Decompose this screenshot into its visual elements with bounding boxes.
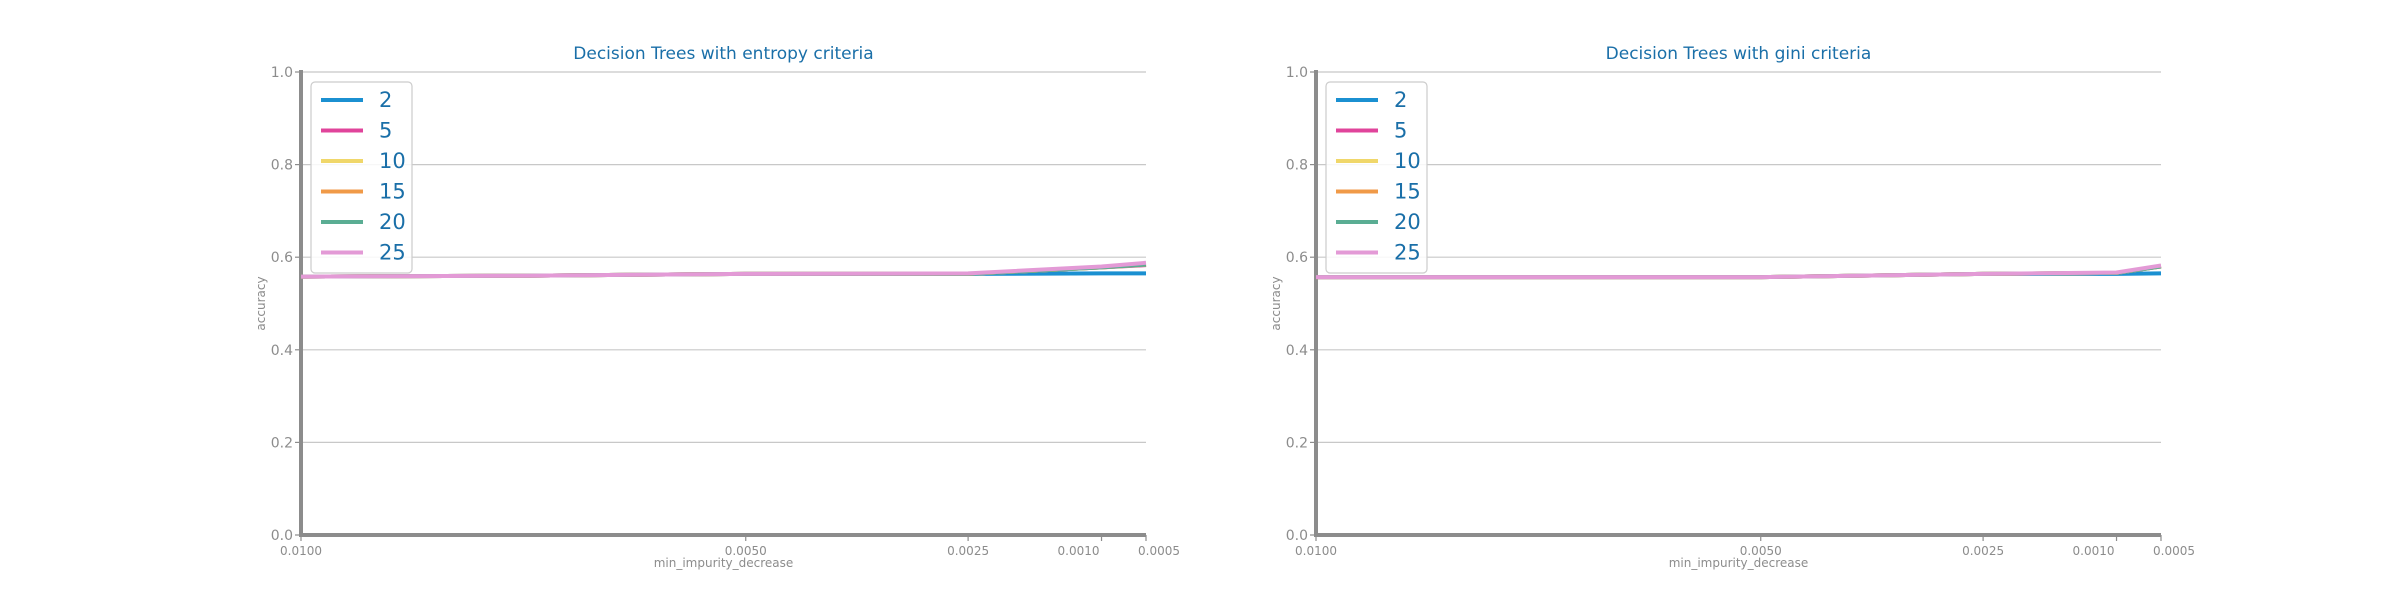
x-axis-label: min_impurity_decrease <box>654 556 794 570</box>
chart-title: Decision Trees with entropy criteria <box>573 44 873 64</box>
legend-label: 25 <box>379 241 406 265</box>
series-line-25 <box>1316 263 2162 280</box>
legend-label: 10 <box>379 149 406 173</box>
y-tick-label: 0.8 <box>271 158 293 174</box>
y-tick-label: 0.6 <box>271 250 293 266</box>
legend-label: 2 <box>1394 88 1407 112</box>
x-tick-label: 0.0010 <box>1058 544 1100 558</box>
legend-label: 15 <box>379 180 406 204</box>
legend-label: 5 <box>379 119 392 143</box>
legend-label: 25 <box>1394 241 1421 265</box>
x-tick-label: 0.0005 <box>2153 544 2195 558</box>
y-axis-label: accuracy <box>1269 276 1283 330</box>
legend-label: 10 <box>1394 149 1421 173</box>
y-tick-label: 0.0 <box>271 528 293 544</box>
y-tick-label: 0.0 <box>1286 528 1308 544</box>
x-tick-label: 0.0100 <box>1295 544 1337 558</box>
x-tick-label: 0.0010 <box>2073 544 2115 558</box>
legend-label: 20 <box>379 210 406 234</box>
y-tick-label: 0.2 <box>271 435 293 451</box>
x-tick-label: 0.0005 <box>1138 544 1180 558</box>
y-tick-label: 1.0 <box>1286 65 1308 81</box>
x-tick-label: 0.0100 <box>280 544 322 558</box>
legend-label: 15 <box>1394 180 1421 204</box>
y-tick-label: 1.0 <box>271 65 293 81</box>
legend-label: 5 <box>1394 119 1407 143</box>
y-tick-label: 0.8 <box>1286 158 1308 174</box>
y-tick-label: 0.4 <box>1286 343 1308 359</box>
y-tick-label: 0.4 <box>271 343 293 359</box>
chart-title: Decision Trees with gini criteria <box>1606 44 1872 64</box>
x-tick-label: 0.0050 <box>1740 544 1782 558</box>
y-axis-label: accuracy <box>254 276 268 330</box>
x-tick-label: 0.0025 <box>1962 544 2004 558</box>
entropy-chart: Decision Trees with entropy criteria0.00… <box>254 44 1180 570</box>
x-tick-label: 0.0025 <box>947 544 989 558</box>
x-axis-label: min_impurity_decrease <box>1669 556 1809 570</box>
y-tick-label: 0.6 <box>1286 250 1308 266</box>
y-tick-label: 0.2 <box>1286 435 1308 451</box>
series-line-25 <box>300 260 1147 279</box>
x-tick-label: 0.0050 <box>725 544 767 558</box>
gini-chart: Decision Trees with gini criteria 0.0 0.2 0… <box>1269 44 2195 570</box>
legend-label: 2 <box>379 88 392 112</box>
legend-label: 20 <box>1394 210 1421 234</box>
